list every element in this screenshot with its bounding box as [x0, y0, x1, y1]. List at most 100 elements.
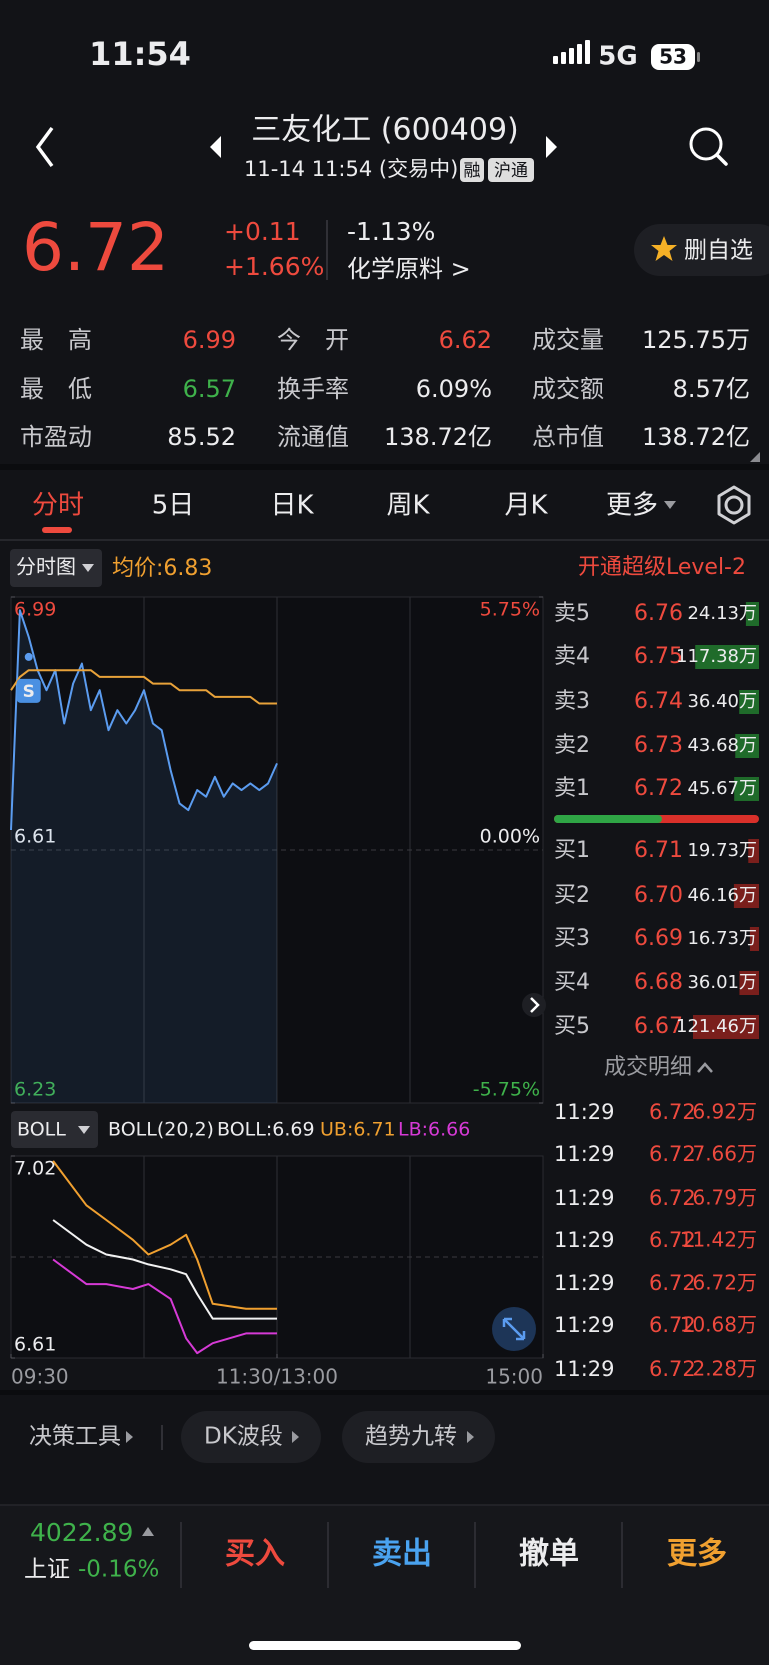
- tab[interactable]: 日K: [270, 491, 314, 521]
- x-tick-label: 15:00: [485, 1365, 543, 1389]
- trade-price: 6.72: [649, 1186, 696, 1210]
- order-price: 6.67: [634, 1014, 683, 1039]
- tool-button[interactable]: DK波段: [204, 1424, 283, 1450]
- indicator-name[interactable]: BOLL: [17, 1119, 66, 1141]
- order-volume: 19.73万: [687, 840, 757, 861]
- order-volume: 121.46万: [676, 1016, 757, 1037]
- stat-label: 流通值: [277, 423, 349, 451]
- order-price: 6.68: [634, 970, 683, 995]
- order-level: 卖3: [554, 689, 590, 714]
- stat-value: 138.72亿: [642, 423, 750, 451]
- dropdown-arrow: [78, 1126, 90, 1134]
- bottom-bar: [0, 1505, 769, 1665]
- y-tick-label: 6.23: [14, 1079, 56, 1101]
- stat-label: 换手率: [277, 375, 349, 403]
- tab[interactable]: 5日: [152, 491, 195, 521]
- y2-tick-label: -5.75%: [473, 1079, 540, 1101]
- price-area: [11, 610, 277, 1103]
- tab[interactable]: 月K: [504, 491, 548, 521]
- section-divider: [0, 464, 769, 470]
- order-price: 6.75: [634, 644, 683, 669]
- action-button[interactable]: 买入: [225, 1537, 285, 1572]
- tab[interactable]: 分时: [32, 491, 84, 521]
- mode-selector-bg[interactable]: [10, 549, 102, 587]
- action-button[interactable]: 卖出: [372, 1537, 432, 1572]
- last-price: 6.72: [22, 209, 169, 286]
- trade-price: 6.72: [649, 1313, 696, 1337]
- order-volume: 16.73万: [687, 928, 757, 949]
- tab[interactable]: 周K: [386, 491, 430, 521]
- panel-toggle[interactable]: [522, 993, 546, 1017]
- action-button[interactable]: 撤单: [519, 1537, 579, 1572]
- order-level: 卖2: [554, 733, 590, 758]
- tool-button[interactable]: 决策工具: [29, 1424, 121, 1450]
- stat-value: 8.57亿: [673, 375, 750, 403]
- action-button[interactable]: 更多: [667, 1537, 727, 1572]
- series-line: [52, 1219, 277, 1320]
- indicator-params: BOLL(20,2): [108, 1119, 214, 1141]
- legend-entry: UB:6.71: [320, 1119, 396, 1141]
- tab[interactable]: 更多: [606, 491, 658, 521]
- order-volume: 117.38万: [676, 646, 757, 667]
- indicator-selector-bg[interactable]: [11, 1111, 98, 1148]
- price-change: +0.11: [224, 217, 301, 246]
- trade-price: 6.72: [649, 1100, 696, 1124]
- order-price: 6.76: [634, 601, 683, 626]
- trade-volume: 6.79万: [692, 1186, 757, 1210]
- status-time: 11:54: [89, 35, 191, 73]
- tool-pill[interactable]: [181, 1411, 321, 1463]
- arrow-up: [142, 1527, 154, 1536]
- back-button[interactable]: [35, 126, 54, 168]
- order-volume: 36.40万: [687, 691, 757, 712]
- depth-bar: [749, 927, 759, 951]
- level2-link[interactable]: 开通超级Level-2: [578, 555, 746, 580]
- price-change-pct: +1.66%: [224, 252, 324, 281]
- avg-price: 均价:6.83: [112, 556, 212, 581]
- tool-pill[interactable]: [342, 1411, 495, 1463]
- trade-time: 11:29: [554, 1100, 615, 1124]
- stat-value: 6.57: [183, 375, 236, 403]
- trades-title[interactable]: 成交明细: [604, 1055, 692, 1080]
- depth-bar: [734, 777, 759, 801]
- trade-time: 11:29: [554, 1271, 615, 1295]
- chart-mode[interactable]: 分时图: [16, 555, 76, 579]
- expand-corner[interactable]: [750, 452, 760, 462]
- order-level: 买2: [554, 883, 590, 908]
- order-level: 买4: [554, 970, 590, 995]
- trade-time: 11:29: [554, 1357, 615, 1381]
- y2-tick-label: 0.00%: [480, 826, 540, 848]
- trade-badge-label: S: [23, 682, 35, 702]
- settings-button[interactable]: [717, 485, 751, 525]
- order-price: 6.69: [634, 926, 683, 951]
- next-stock[interactable]: [546, 136, 557, 158]
- order-price: 6.71: [634, 838, 683, 863]
- section-divider: [0, 1390, 769, 1395]
- tool-button[interactable]: 趋势九转: [365, 1424, 457, 1450]
- watch-button-bg[interactable]: [634, 224, 769, 276]
- depth-bar: [739, 690, 759, 714]
- index-value: 4022.89: [30, 1518, 133, 1547]
- search-button[interactable]: [689, 127, 728, 166]
- order-price: 6.74: [634, 689, 683, 714]
- action-separators: [180, 1522, 623, 1588]
- industry-link[interactable]: 化学原料 >: [347, 255, 471, 283]
- trade-point: [24, 652, 33, 661]
- order-level: 买1: [554, 838, 590, 863]
- stat-value: 6.62: [439, 326, 492, 354]
- trade-volume: 2.28万: [692, 1357, 757, 1381]
- star-icon: [651, 236, 677, 261]
- battery-nub: [697, 52, 700, 62]
- order-price: 6.73: [634, 733, 683, 758]
- arrow: [126, 1431, 133, 1443]
- trade-price: 6.72: [649, 1228, 696, 1252]
- stat-label: 成交额: [532, 375, 604, 403]
- ratio-bar-sell: [554, 815, 662, 823]
- arrow: [467, 1431, 474, 1443]
- prev-stock[interactable]: [210, 136, 221, 158]
- chevron: [530, 997, 540, 1013]
- order-volume: 36.01万: [687, 972, 757, 993]
- stat-label: 市盈动: [20, 423, 92, 451]
- legend-entry: LB:6.66: [398, 1119, 470, 1141]
- battery-level: 53: [659, 45, 687, 69]
- watch-button[interactable]: 删自选: [684, 238, 753, 264]
